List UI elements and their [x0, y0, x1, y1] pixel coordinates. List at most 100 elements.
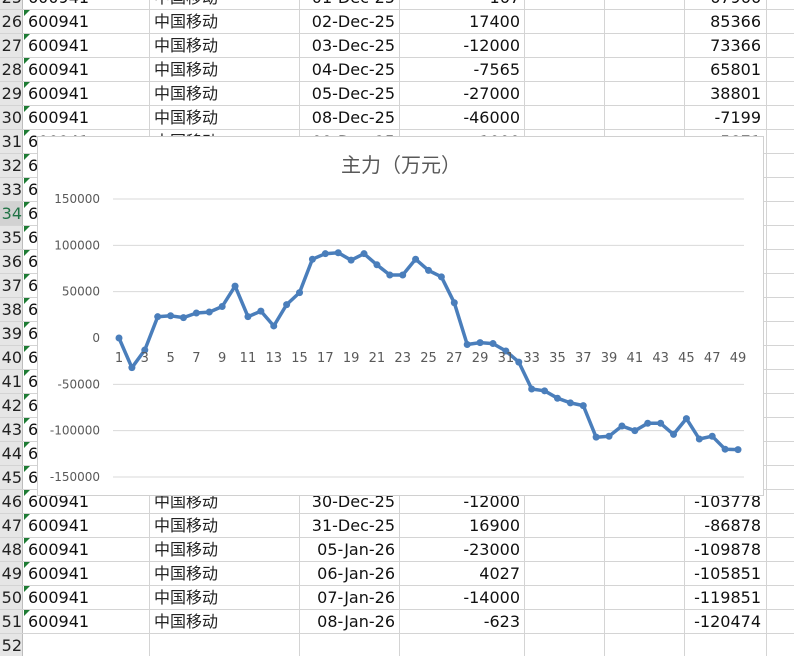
row-header[interactable]: 51 — [0, 610, 23, 633]
empty-cell[interactable] — [605, 10, 685, 33]
empty-cell[interactable] — [605, 58, 685, 81]
cumulative-cell[interactable] — [685, 466, 767, 489]
name-cell[interactable]: 中国移动 — [150, 610, 300, 633]
empty-cell[interactable] — [525, 10, 605, 33]
value-cell[interactable]: -7565 — [400, 58, 525, 81]
code-cell[interactable]: 600941 — [23, 0, 150, 9]
row-header[interactable]: 46 — [0, 490, 23, 513]
date-cell[interactable]: 04-Dec-25 — [300, 58, 400, 81]
row-header[interactable]: 48 — [0, 538, 23, 561]
row-header[interactable]: 26 — [0, 10, 23, 33]
empty-cell[interactable] — [605, 0, 685, 9]
cumulative-cell[interactable]: -7199 — [685, 106, 767, 129]
cumulative-cell[interactable]: -86878 — [685, 514, 767, 537]
value-cell[interactable] — [400, 634, 525, 656]
empty-cell[interactable] — [605, 538, 685, 561]
empty-cell[interactable] — [525, 106, 605, 129]
empty-cell[interactable] — [605, 82, 685, 105]
value-cell[interactable]: -12000 — [400, 490, 525, 513]
row-header[interactable]: 50 — [0, 586, 23, 609]
row-header[interactable]: 38 — [0, 298, 23, 321]
empty-cell[interactable] — [605, 490, 685, 513]
date-cell[interactable]: 05-Jan-26 — [300, 538, 400, 561]
row-header[interactable]: 35 — [0, 226, 23, 249]
name-cell[interactable] — [150, 634, 300, 656]
value-cell[interactable]: 17400 — [400, 10, 525, 33]
date-cell[interactable]: 05-Dec-25 — [300, 82, 400, 105]
code-cell[interactable]: 600941 — [23, 538, 150, 561]
cumulative-cell[interactable]: 65801 — [685, 58, 767, 81]
row-header[interactable]: 37 — [0, 274, 23, 297]
name-cell[interactable]: 中国移动 — [150, 34, 300, 57]
cumulative-cell[interactable]: -119851 — [685, 586, 767, 609]
row-header[interactable]: 28 — [0, 58, 23, 81]
cumulative-cell[interactable]: -109878 — [685, 538, 767, 561]
code-cell[interactable]: 600941 — [23, 562, 150, 585]
row-header[interactable]: 32 — [0, 154, 23, 177]
cumulative-cell[interactable]: 67966 — [685, 0, 767, 9]
name-cell[interactable]: 中国移动 — [150, 538, 300, 561]
row-header[interactable]: 29 — [0, 82, 23, 105]
empty-cell[interactable] — [525, 34, 605, 57]
cumulative-cell[interactable]: -103778 — [685, 490, 767, 513]
empty-cell[interactable] — [525, 610, 605, 633]
value-cell[interactable]: -12000 — [400, 34, 525, 57]
code-cell[interactable]: 600941 — [23, 10, 150, 33]
value-cell[interactable]: 167 — [400, 0, 525, 9]
date-cell[interactable]: 08-Dec-25 — [300, 106, 400, 129]
value-cell[interactable]: -623 — [400, 610, 525, 633]
empty-cell[interactable] — [605, 634, 685, 656]
code-cell[interactable]: 600941 — [23, 34, 150, 57]
cumulative-cell[interactable] — [685, 298, 767, 321]
row-header[interactable]: 39 — [0, 322, 23, 345]
empty-cell[interactable] — [605, 34, 685, 57]
date-cell[interactable] — [300, 634, 400, 656]
empty-cell[interactable] — [525, 0, 605, 9]
cumulative-cell[interactable] — [685, 394, 767, 417]
name-cell[interactable]: 中国移动 — [150, 514, 300, 537]
cumulative-cell[interactable] — [685, 634, 767, 656]
value-cell[interactable]: -46000 — [400, 106, 525, 129]
empty-cell[interactable] — [525, 490, 605, 513]
cumulative-cell[interactable] — [685, 178, 767, 201]
name-cell[interactable]: 中国移动 — [150, 0, 300, 9]
empty-cell[interactable] — [525, 634, 605, 656]
code-cell[interactable]: 600941 — [23, 610, 150, 633]
date-cell[interactable]: 08-Jan-26 — [300, 610, 400, 633]
name-cell[interactable]: 中国移动 — [150, 490, 300, 513]
empty-cell[interactable] — [605, 610, 685, 633]
row-header[interactable]: 34 — [0, 202, 23, 225]
empty-cell[interactable] — [525, 82, 605, 105]
empty-cell[interactable] — [525, 562, 605, 585]
name-cell[interactable]: 中国移动 — [150, 106, 300, 129]
date-cell[interactable]: 02-Dec-25 — [300, 10, 400, 33]
date-cell[interactable]: 31-Dec-25 — [300, 514, 400, 537]
cumulative-cell[interactable] — [685, 370, 767, 393]
code-cell[interactable]: 600941 — [23, 586, 150, 609]
date-cell[interactable]: 03-Dec-25 — [300, 34, 400, 57]
value-cell[interactable]: -23000 — [400, 538, 525, 561]
row-header[interactable]: 44 — [0, 442, 23, 465]
empty-cell[interactable] — [605, 514, 685, 537]
date-cell[interactable]: 30-Dec-25 — [300, 490, 400, 513]
row-header[interactable]: 45 — [0, 466, 23, 489]
value-cell[interactable]: 16900 — [400, 514, 525, 537]
row-header[interactable]: 47 — [0, 514, 23, 537]
cumulative-cell[interactable]: 38801 — [685, 82, 767, 105]
empty-cell[interactable] — [525, 514, 605, 537]
row-header[interactable]: 41 — [0, 370, 23, 393]
cumulative-cell[interactable]: -105851 — [685, 562, 767, 585]
empty-cell[interactable] — [525, 586, 605, 609]
cumulative-cell[interactable]: 85366 — [685, 10, 767, 33]
row-header[interactable]: 27 — [0, 34, 23, 57]
row-header[interactable]: 49 — [0, 562, 23, 585]
name-cell[interactable]: 中国移动 — [150, 10, 300, 33]
name-cell[interactable]: 中国移动 — [150, 562, 300, 585]
row-header[interactable]: 33 — [0, 178, 23, 201]
cumulative-cell[interactable]: -120474 — [685, 610, 767, 633]
value-cell[interactable]: -27000 — [400, 82, 525, 105]
cumulative-cell[interactable] — [685, 418, 767, 441]
name-cell[interactable]: 中国移动 — [150, 586, 300, 609]
name-cell[interactable]: 中国移动 — [150, 58, 300, 81]
empty-cell[interactable] — [605, 586, 685, 609]
